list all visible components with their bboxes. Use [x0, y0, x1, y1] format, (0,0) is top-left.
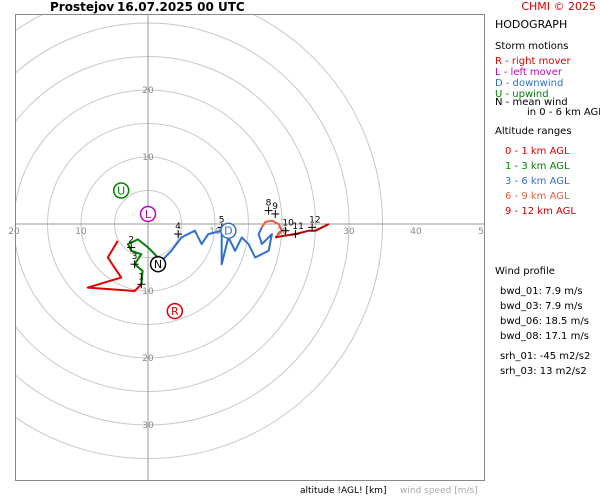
hodograph-series: [86, 240, 143, 292]
y-tick-label: 30: [142, 421, 154, 431]
height-mark-label: 2: [128, 235, 134, 245]
height-mark-label: 12: [309, 215, 320, 225]
storm-motion-marker: [166, 302, 184, 320]
hodograph-series: [275, 223, 330, 239]
height-mark-label: 3: [132, 252, 138, 262]
storm-item-mean: N - mean wind: [495, 97, 568, 108]
x-tick-label: 10: [75, 227, 87, 237]
alt-item-6-9: 6 - 9 km AGL: [505, 191, 570, 202]
storm-item-upwind: U - upwind: [495, 89, 549, 100]
storm-motion-label: L: [145, 208, 152, 221]
bwd-06: bwd_06: 18.5 m/s: [500, 316, 589, 327]
storm-note: in 0 - 6 km AGL: [527, 107, 600, 118]
height-mark-label: 5: [219, 215, 225, 225]
rings-group: [16, 15, 383, 459]
height-mark-label: 1: [138, 272, 144, 282]
storm-motion-marker: [149, 255, 167, 273]
alt-item-9-12: 9 - 12 km AGL: [505, 206, 576, 217]
height-mark-label: 10: [282, 219, 294, 229]
y-tick-label: 20: [142, 354, 154, 364]
alt-item-0-1: 0 - 1 km AGL: [505, 146, 570, 157]
y-tick-label: 10: [142, 287, 154, 297]
bwd-01: bwd_01: 7.9 m/s: [500, 286, 583, 297]
footer-speed-label: wind speed [m/s]: [400, 486, 478, 496]
storm-item-downwind: D - downwind: [495, 78, 564, 89]
hodograph-series: [160, 226, 273, 266]
height-mark-label: 8: [266, 199, 272, 209]
height-mark-label: 9: [272, 202, 278, 212]
valid-datetime: 16.07.2025 00 UTC: [117, 0, 245, 14]
plot-frame: [15, 14, 485, 481]
y-tick-label: 20: [142, 86, 154, 96]
storm-motion-marker: [139, 205, 157, 223]
station-name: Prostejov: [50, 0, 115, 14]
x-tick-label: 40: [410, 227, 422, 237]
storm-item-right: R - right mover: [495, 56, 571, 67]
wind-profile-title: Wind profile: [495, 266, 555, 277]
srh-01: srh_01: -45 m2/s2: [500, 351, 591, 362]
storm-motion-label: D: [224, 225, 232, 238]
storm-item-left: L - left mover: [495, 67, 562, 78]
height-mark-label: 4: [175, 222, 181, 232]
x-tick-label: 20: [8, 227, 20, 237]
altitude-ranges-title: Altitude ranges: [495, 126, 572, 137]
bwd-03: bwd_03: 7.9 m/s: [500, 301, 583, 312]
srh-03: srh_03: 13 m2/s2: [500, 366, 587, 377]
bwd-08: bwd_08: 17.1 m/s: [500, 331, 589, 342]
copyright: CHMI © 2025: [521, 0, 596, 13]
y-tick-label: 10: [142, 153, 154, 163]
height-mark-label: 11: [292, 222, 303, 232]
storm-motion-marker: [112, 182, 130, 199]
storm-motions-title: Storm motions: [495, 41, 569, 52]
storm-motion-label: R: [171, 305, 179, 318]
x-tick-label: 5: [478, 227, 484, 237]
footer-altitude-label: altitude !AGL! [km]: [300, 486, 387, 496]
panel-title: HODOGRAPH: [495, 18, 568, 31]
alt-item-1-3: 1 - 3 km AGL: [505, 161, 570, 172]
storm-motion-label: U: [117, 185, 125, 198]
storm-motion-marker: [220, 222, 237, 239]
storm-motion-label: N: [154, 258, 162, 271]
speed-ring: [16, 15, 383, 459]
x-tick-label: 30: [343, 227, 355, 237]
x-tick-label: 20: [276, 227, 288, 237]
alt-item-3-6: 3 - 6 km AGL: [505, 176, 570, 187]
hodograph-series: [261, 219, 283, 239]
